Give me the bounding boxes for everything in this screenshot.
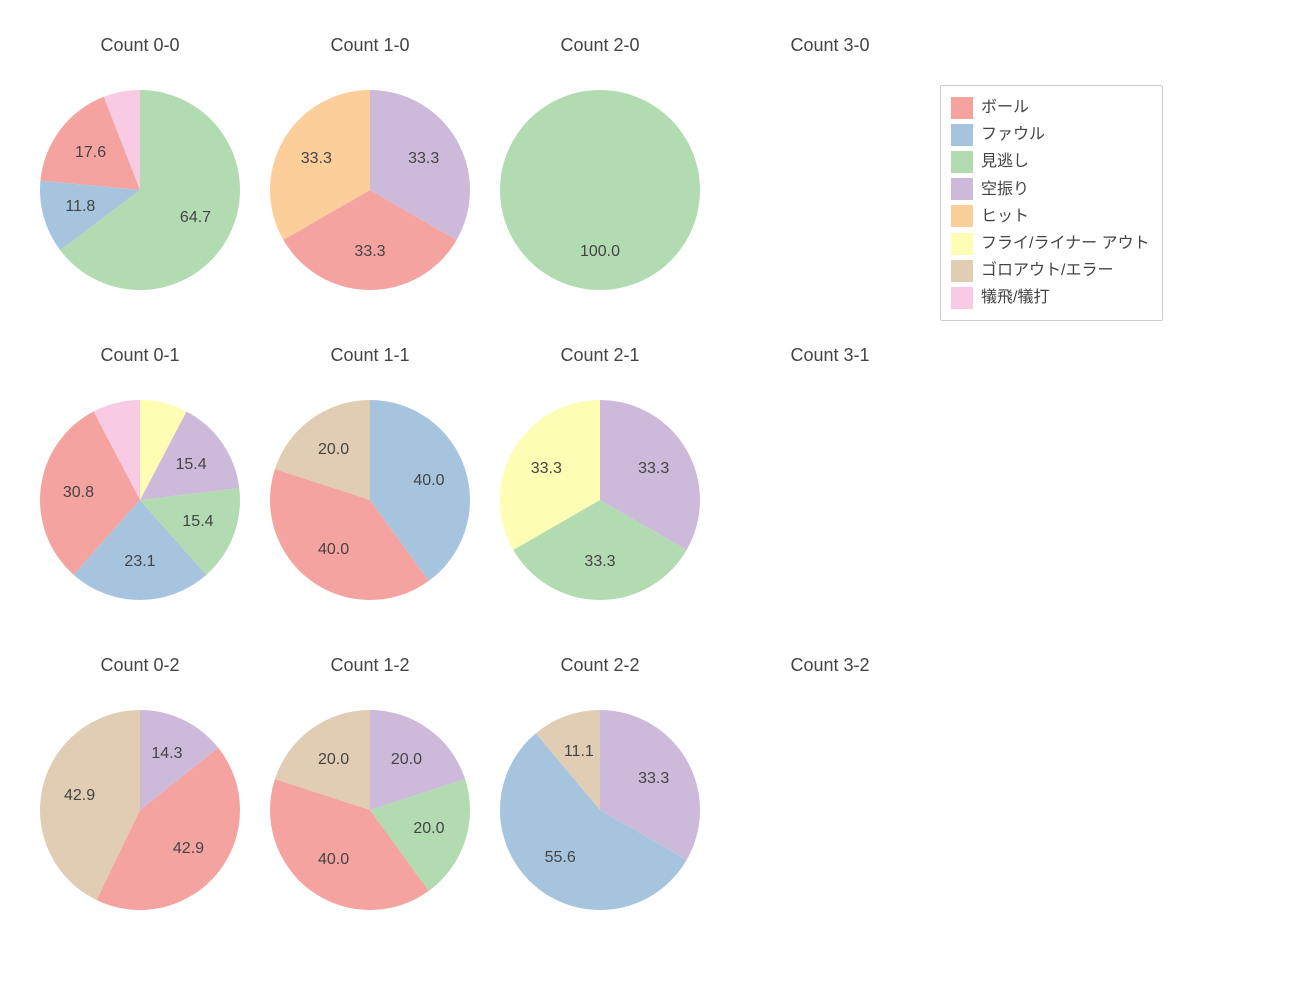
- panel: Count 1-220.040.020.020.0: [260, 680, 480, 980]
- pie-slice-label: 33.3: [354, 243, 385, 261]
- pie-slice-label: 20.0: [318, 751, 349, 769]
- panel-title: Count 0-2: [100, 655, 179, 676]
- pie-slice-label: 11.1: [564, 743, 594, 761]
- legend-swatch-icon: [951, 151, 973, 173]
- pie-slice-label: 15.4: [182, 513, 213, 531]
- panel: Count 3-2: [720, 680, 940, 980]
- panel-title: Count 1-0: [330, 35, 409, 56]
- pie-slice-label: 20.0: [413, 820, 444, 838]
- legend: ボールファウル見逃し空振りヒットフライ/ライナー アウトゴロアウト/エラー犠飛/…: [940, 85, 1163, 321]
- pie-slice-label: 15.4: [175, 456, 206, 474]
- pie-chart: 33.3 33.3 33.3: [270, 90, 470, 290]
- pie-slice-label: 40.0: [318, 541, 349, 559]
- legend-swatch-icon: [951, 124, 973, 146]
- pie-slice-label: 23.1: [124, 553, 155, 571]
- legend-label: ヒット: [981, 203, 1029, 230]
- legend-item: ファウル: [951, 121, 1150, 148]
- pie-slice-label: 55.6: [545, 849, 576, 867]
- legend-item: 犠飛/犠打: [951, 284, 1150, 311]
- panel-title: Count 2-2: [560, 655, 639, 676]
- pie-chart: 20.0 40.0 40.0: [270, 400, 470, 600]
- panel: Count 1-033.333.333.3: [260, 60, 480, 360]
- panel: Count 2-0100.0: [490, 60, 710, 360]
- pie-slice-label: 40.0: [413, 472, 444, 490]
- pie-slice-label: 33.3: [638, 770, 669, 788]
- pie-chart: 100.0: [500, 90, 700, 290]
- legend-swatch-icon: [951, 287, 973, 309]
- panel-title: Count 2-1: [560, 345, 639, 366]
- pie-slice-label: 33.3: [584, 553, 615, 571]
- pie-slice-label: 30.8: [63, 484, 94, 502]
- panel-title: Count 1-2: [330, 655, 409, 676]
- panel: Count 0-242.942.914.3: [30, 680, 250, 980]
- legend-label: ファウル: [981, 121, 1045, 148]
- legend-item: 空振り: [951, 176, 1150, 203]
- chart-stage: Count 0-017.611.864.7Count 1-033.333.333…: [0, 0, 1300, 1000]
- pie-slice-label: 33.3: [408, 150, 439, 168]
- panel: Count 0-130.823.115.415.4: [30, 370, 250, 670]
- pie-slice-label: 33.3: [531, 460, 562, 478]
- pie-slice-label: 33.3: [638, 460, 669, 478]
- legend-label: フライ/ライナー アウト: [981, 230, 1150, 257]
- pie-slice-label: 33.3: [301, 150, 332, 168]
- pie-slice-label: 42.9: [173, 840, 204, 858]
- legend-swatch-icon: [951, 233, 973, 255]
- pie-slice-label: 20.0: [318, 441, 349, 459]
- panel-title: Count 3-1: [790, 345, 869, 366]
- legend-item: ヒット: [951, 203, 1150, 230]
- panel-title: Count 3-2: [790, 655, 869, 676]
- pie-slice-label: 14.3: [151, 745, 182, 763]
- legend-label: ゴロアウト/エラー: [981, 257, 1113, 284]
- panel: Count 3-0: [720, 60, 940, 360]
- panel-title: Count 1-1: [330, 345, 409, 366]
- panel: Count 2-211.155.633.3: [490, 680, 710, 980]
- pie-slice-label: 20.0: [391, 751, 422, 769]
- legend-swatch-icon: [951, 178, 973, 200]
- pie-slice-label: 100.0: [580, 243, 620, 261]
- pie-slice-label: 40.0: [318, 851, 349, 869]
- legend-swatch-icon: [951, 205, 973, 227]
- pie-chart: 17.6 11.8 64.7: [40, 90, 240, 290]
- pie-slice-label: 11.8: [65, 198, 95, 216]
- panel: Count 2-133.333.333.3: [490, 370, 710, 670]
- panel: Count 1-120.040.040.0: [260, 370, 480, 670]
- panel-title: Count 0-1: [100, 345, 179, 366]
- pie-slice-label: 42.9: [64, 787, 95, 805]
- legend-label: 空振り: [981, 176, 1029, 203]
- panel: Count 0-017.611.864.7: [30, 60, 250, 360]
- pie-chart: 20.0 40.0 20.0 20.0: [270, 710, 470, 910]
- pie-slice-label: 17.6: [75, 144, 106, 162]
- legend-item: ゴロアウト/エラー: [951, 257, 1150, 284]
- legend-label: ボール: [981, 94, 1029, 121]
- pie-chart: 11.1 55.6 33.3: [500, 710, 700, 910]
- panel-title: Count 0-0: [100, 35, 179, 56]
- pie-chart: 30.8 23.1 15.4 15.4: [40, 400, 240, 600]
- legend-swatch-icon: [951, 260, 973, 282]
- legend-label: 見逃し: [981, 148, 1029, 175]
- legend-item: 見逃し: [951, 148, 1150, 175]
- legend-item: フライ/ライナー アウト: [951, 230, 1150, 257]
- legend-label: 犠飛/犠打: [981, 284, 1049, 311]
- pie-chart: 42.9 42.9 14.3: [40, 710, 240, 910]
- panel: Count 3-1: [720, 370, 940, 670]
- legend-swatch-icon: [951, 97, 973, 119]
- panel-title: Count 2-0: [560, 35, 639, 56]
- pie-slice-label: 64.7: [180, 209, 211, 227]
- pie-chart: 33.3 33.3 33.3: [500, 400, 700, 600]
- panel-title: Count 3-0: [790, 35, 869, 56]
- legend-item: ボール: [951, 94, 1150, 121]
